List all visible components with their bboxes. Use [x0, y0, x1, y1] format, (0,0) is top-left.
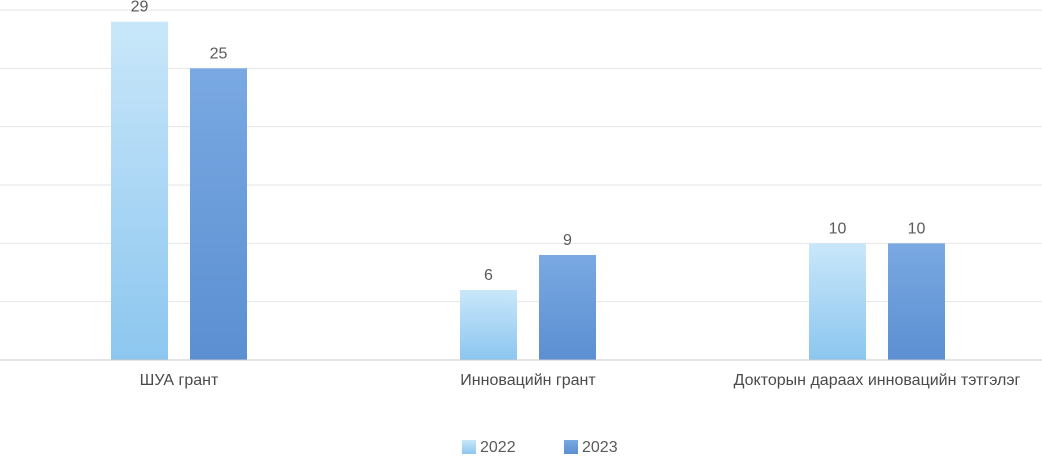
bar-2023-2 [539, 255, 596, 360]
value-label: 25 [210, 45, 228, 62]
bars [111, 21, 945, 361]
value-label: 10 [829, 220, 847, 237]
value-label: 6 [484, 267, 493, 284]
category-label: Докторын дараах инновацийн тэтгэлэг [734, 372, 1021, 389]
legend-label: 2023 [582, 439, 618, 456]
bar-2022-3 [809, 243, 866, 360]
category-label: ШУА грант [140, 372, 219, 389]
value-label: 10 [908, 220, 926, 237]
legend: 2022 2023 [462, 439, 618, 456]
value-label: 9 [563, 232, 572, 249]
category-label: Инновацийн грант [460, 372, 596, 389]
category-labels: ШУА грант Инновацийн грант Докторын дараах… [140, 372, 1021, 389]
bar-2022-1 [111, 21, 168, 361]
legend-swatch [462, 440, 476, 454]
gridlines [0, 9, 1042, 303]
bar-2023-3 [888, 243, 945, 360]
legend-label: 2022 [480, 439, 516, 456]
bar-2023-1 [190, 68, 247, 360]
value-labels: 29 25 6 9 10 10 [131, 0, 926, 284]
bar-2022-2 [460, 290, 517, 360]
value-label: 29 [131, 0, 149, 16]
legend-swatch [564, 440, 578, 454]
